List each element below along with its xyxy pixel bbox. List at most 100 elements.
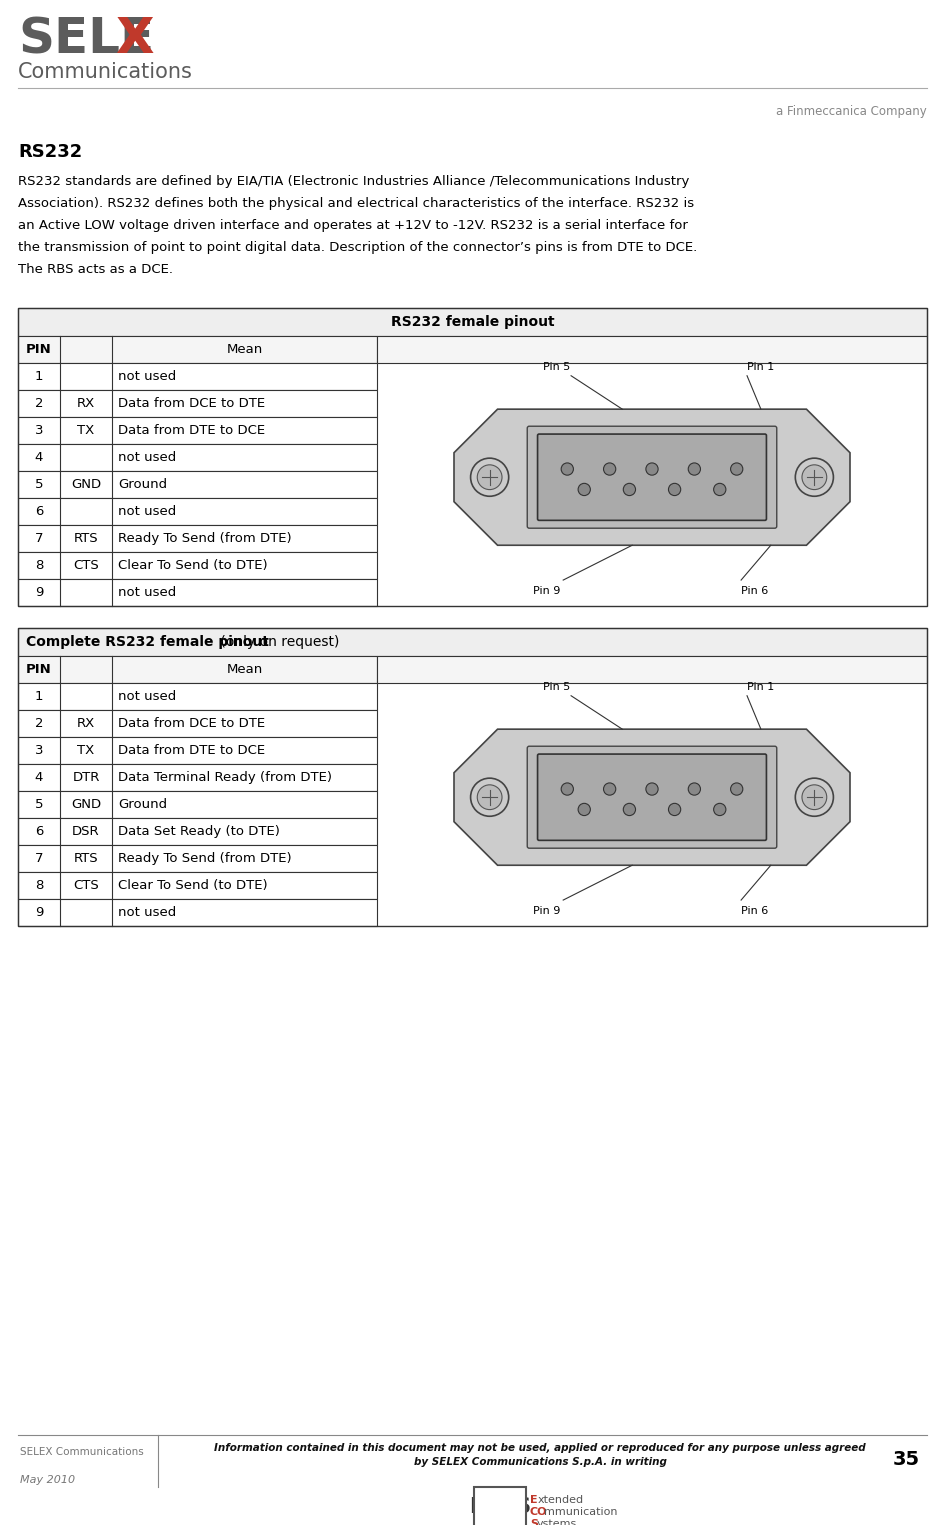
Text: RTS: RTS (74, 532, 98, 544)
Text: by SELEX Communications S.p.A. in writing: by SELEX Communications S.p.A. in writin… (413, 1456, 666, 1467)
Bar (18, 499, 377, 525)
Bar (18, 711, 377, 737)
Circle shape (795, 458, 833, 496)
Text: 6: 6 (35, 825, 43, 839)
Text: 4: 4 (35, 772, 43, 784)
Bar (18, 872, 377, 900)
Text: SELE: SELE (18, 15, 154, 63)
Circle shape (470, 458, 508, 496)
Circle shape (801, 785, 826, 810)
Text: CTS: CTS (73, 560, 99, 572)
Text: Data Terminal Ready (from DTE): Data Terminal Ready (from DTE) (118, 772, 331, 784)
Text: May 2010: May 2010 (20, 1475, 75, 1485)
Text: Ready To Send (from DTE): Ready To Send (from DTE) (118, 852, 292, 865)
Text: Pin 5: Pin 5 (543, 361, 570, 372)
Text: 8: 8 (35, 878, 43, 892)
Text: Mean: Mean (227, 343, 262, 355)
Bar (18, 628, 926, 656)
Bar (18, 336, 377, 363)
Circle shape (687, 782, 700, 795)
FancyBboxPatch shape (537, 435, 766, 520)
Text: not used: not used (118, 505, 177, 518)
Bar (18, 552, 377, 580)
Text: Pin 6: Pin 6 (740, 906, 767, 917)
Bar (18, 845, 377, 872)
Bar (18, 416, 377, 444)
Bar (18, 900, 377, 926)
Text: the transmission of point to point digital data. Description of the connector’s : the transmission of point to point digit… (18, 241, 697, 255)
Bar (18, 308, 926, 336)
Text: RTS: RTS (74, 852, 98, 865)
Bar (18, 737, 377, 764)
Text: 7: 7 (35, 852, 43, 865)
Text: GND: GND (71, 798, 101, 811)
Bar (474, 1487, 526, 1525)
Polygon shape (453, 409, 849, 546)
Text: Data from DCE to DTE: Data from DCE to DTE (118, 717, 265, 730)
Polygon shape (453, 729, 849, 865)
Text: GND: GND (71, 477, 101, 491)
Text: Clear To Send (to DTE): Clear To Send (to DTE) (118, 560, 267, 572)
Text: Complete RS232 female pinout: Complete RS232 female pinout (26, 634, 269, 650)
Bar (18, 656, 377, 683)
Text: 3: 3 (35, 424, 43, 438)
Text: Pin 1: Pin 1 (747, 361, 773, 372)
Text: Mean: Mean (227, 663, 262, 676)
Text: TX: TX (77, 424, 94, 438)
Text: ystems: ystems (536, 1519, 577, 1525)
Text: RX: RX (76, 717, 95, 730)
Circle shape (477, 465, 501, 490)
Text: Ground: Ground (118, 798, 167, 811)
Text: (only on request): (only on request) (216, 634, 340, 650)
Text: Clear To Send (to DTE): Clear To Send (to DTE) (118, 878, 267, 892)
Text: 3: 3 (35, 744, 43, 756)
Bar (18, 363, 377, 390)
Text: Pin 9: Pin 9 (532, 906, 560, 917)
Circle shape (713, 483, 725, 496)
Text: S: S (530, 1519, 537, 1525)
Text: 9: 9 (35, 586, 43, 599)
Circle shape (730, 464, 742, 476)
Bar (18, 390, 377, 416)
Circle shape (578, 804, 590, 816)
Text: Pin 5: Pin 5 (543, 682, 570, 692)
Text: not used: not used (118, 371, 177, 383)
Text: E: E (530, 1494, 537, 1505)
FancyBboxPatch shape (527, 425, 776, 528)
Circle shape (645, 464, 657, 476)
Text: ECOS: ECOS (468, 1498, 531, 1517)
Circle shape (667, 804, 680, 816)
Text: SELEX Communications: SELEX Communications (20, 1447, 143, 1456)
Text: CTS: CTS (73, 878, 99, 892)
Text: mmunication: mmunication (544, 1507, 616, 1517)
Text: PIN: PIN (26, 663, 52, 676)
Text: 4: 4 (35, 451, 43, 464)
Text: 5: 5 (35, 477, 43, 491)
Text: PIN: PIN (26, 343, 52, 355)
Text: Data Set Ready (to DTE): Data Set Ready (to DTE) (118, 825, 279, 839)
Bar (18, 683, 377, 711)
Circle shape (477, 785, 501, 810)
FancyBboxPatch shape (537, 753, 766, 840)
Circle shape (713, 804, 725, 816)
Bar (18, 791, 377, 817)
Circle shape (603, 782, 615, 795)
Text: RS232 female pinout: RS232 female pinout (390, 316, 554, 329)
Text: xtended: xtended (537, 1494, 583, 1505)
Text: X: X (115, 15, 153, 63)
Text: Data from DCE to DTE: Data from DCE to DTE (118, 396, 265, 410)
Bar (18, 471, 377, 499)
Bar (18, 580, 377, 605)
Text: RS232: RS232 (18, 143, 82, 162)
Text: RX: RX (76, 396, 95, 410)
FancyBboxPatch shape (527, 746, 776, 848)
Circle shape (623, 483, 635, 496)
Bar (18, 628, 926, 926)
Text: Association). RS232 defines both the physical and electrical characteristics of : Association). RS232 defines both the phy… (18, 197, 694, 210)
Bar (18, 444, 377, 471)
Text: not used: not used (118, 906, 177, 920)
Bar (377, 656, 926, 683)
Text: DTR: DTR (73, 772, 99, 784)
Circle shape (730, 782, 742, 795)
Text: Information contained in this document may not be used, applied or reproduced fo: Information contained in this document m… (214, 1443, 865, 1453)
